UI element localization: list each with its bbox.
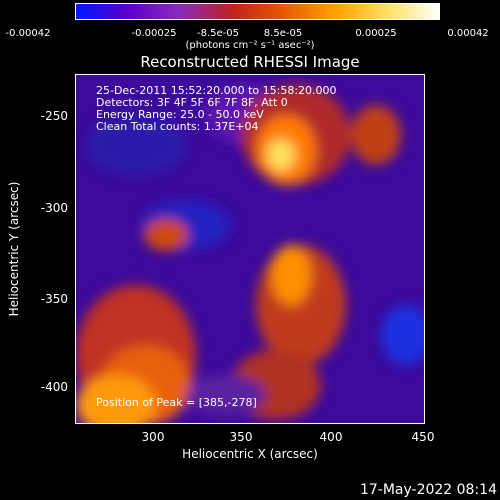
x-tick-label: 450	[411, 430, 435, 444]
colorbar-tick-label: 0.00025	[355, 28, 397, 39]
y-tick-label: -350	[40, 292, 68, 306]
colorbar-tick-label: -0.00025	[131, 28, 177, 39]
y-tick-label: -300	[40, 201, 68, 215]
y-tick-label: -400	[40, 380, 68, 394]
colorbar-tick-label: 8.5e-05	[263, 28, 303, 39]
rhessi-image-panel: 25-Dec-2011 15:52:20.000 to 15:58:20.000…	[75, 74, 425, 424]
time-range-annotation: 25-Dec-2011 15:52:20.000 to 15:58:20.000	[96, 84, 337, 97]
image-title: Reconstructed RHESSI Image	[140, 53, 360, 71]
x-tick-label: 350	[229, 430, 253, 444]
colorbar-tick-label: 0.00042	[447, 28, 489, 39]
peak-position-annotation: Position of Peak = [385,-278]	[96, 396, 257, 409]
y-tick-label: -250	[40, 109, 68, 123]
timestamp: 17-May-2022 08:14	[359, 482, 497, 498]
colorbar	[75, 3, 440, 20]
colorbar-tick-label: -0.00042	[5, 28, 51, 39]
x-tick-label: 400	[319, 430, 343, 444]
x-tick-label: 300	[141, 430, 165, 444]
x-axis-label: Heliocentric X (arcsec)	[182, 447, 318, 461]
colorbar-units: (photons cm⁻² s⁻¹ asec⁻²)	[185, 40, 315, 51]
y-axis-label: Heliocentric Y (arcsec)	[7, 181, 21, 317]
colorbar-tick-label: -8.5e-05	[197, 28, 239, 39]
clean-counts-annotation: Clean Total counts: 1.37E+04	[96, 120, 259, 133]
energy-range-annotation: Energy Range: 25.0 - 50.0 keV	[96, 108, 264, 121]
detectors-annotation: Detectors: 3F 4F 5F 6F 7F 8F, Att 0	[96, 96, 288, 109]
flare-intensity-map	[76, 75, 424, 423]
